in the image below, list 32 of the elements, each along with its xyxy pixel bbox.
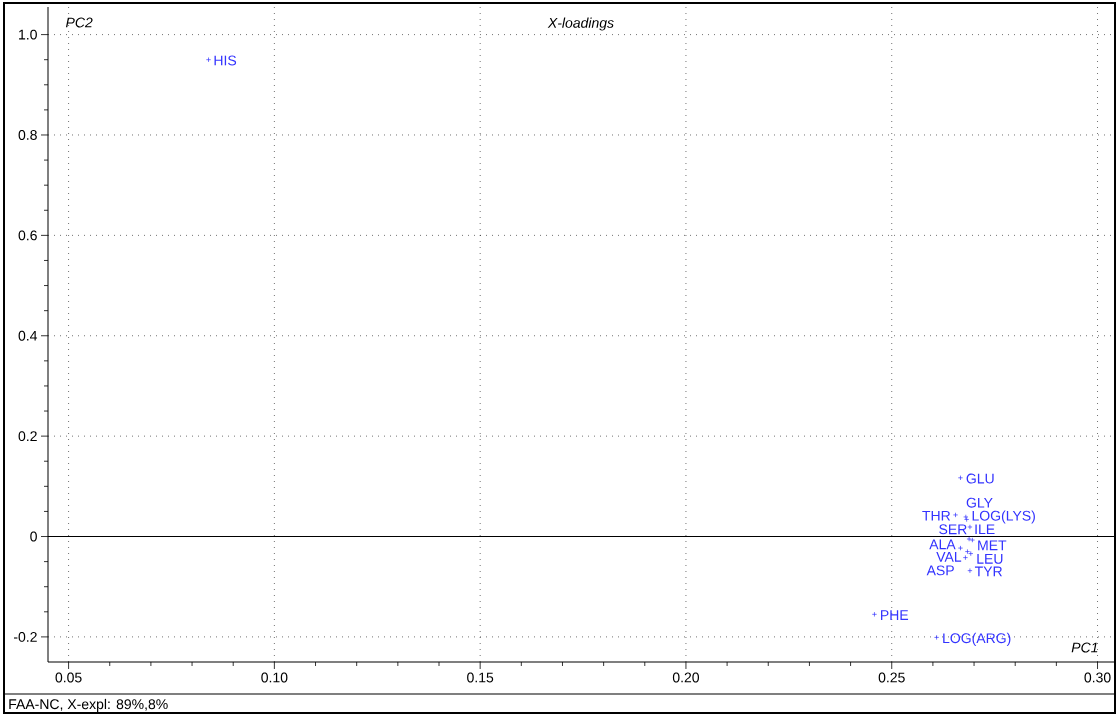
x-axis-title: PC1 xyxy=(1071,642,1098,653)
y-tick-label: 0 xyxy=(30,531,37,542)
x-tick-label: 0.30 xyxy=(1084,672,1111,683)
series-label: LOG(ARG) xyxy=(943,632,1011,646)
series-label: THR xyxy=(922,510,951,521)
y-tick-label: 1.0 xyxy=(19,29,37,40)
series-label: ILE xyxy=(975,524,995,535)
series-label: ALA xyxy=(929,539,956,550)
series-label: MET xyxy=(978,540,1007,551)
text: X-loadings xyxy=(547,17,614,31)
series-label: PHE xyxy=(881,610,909,620)
x-tick-label: 0.05 xyxy=(55,672,82,683)
series-label: GLY xyxy=(966,497,993,508)
y-tick-label: 0.8 xyxy=(18,130,37,140)
series-label: SER xyxy=(939,524,967,535)
x-tick-label: 0.15 xyxy=(467,672,494,683)
series-label: TYR xyxy=(974,566,1002,577)
series-label: LOG(LYS) xyxy=(972,510,1035,524)
x-tick-label: 0.10 xyxy=(261,672,288,683)
y-tick-label: 0.4 xyxy=(18,330,38,341)
series-label: ASP xyxy=(926,565,954,576)
y-tick-label: -0.2 xyxy=(13,631,37,642)
series-label: HIS xyxy=(214,55,237,66)
series-label: GLU xyxy=(966,473,994,484)
x-tick-label: 0.25 xyxy=(878,672,905,683)
series-label: VAL xyxy=(936,552,962,562)
y-tick-label: 0.2 xyxy=(18,431,37,442)
series-label: LEU xyxy=(977,554,1003,564)
y-tick-label: 0.6 xyxy=(18,230,37,241)
y-axis-title: PC2 xyxy=(65,17,93,28)
text: FAA-NC, X-expl: 89%,8% xyxy=(9,698,168,712)
x-tick-label: 0.20 xyxy=(672,672,700,683)
